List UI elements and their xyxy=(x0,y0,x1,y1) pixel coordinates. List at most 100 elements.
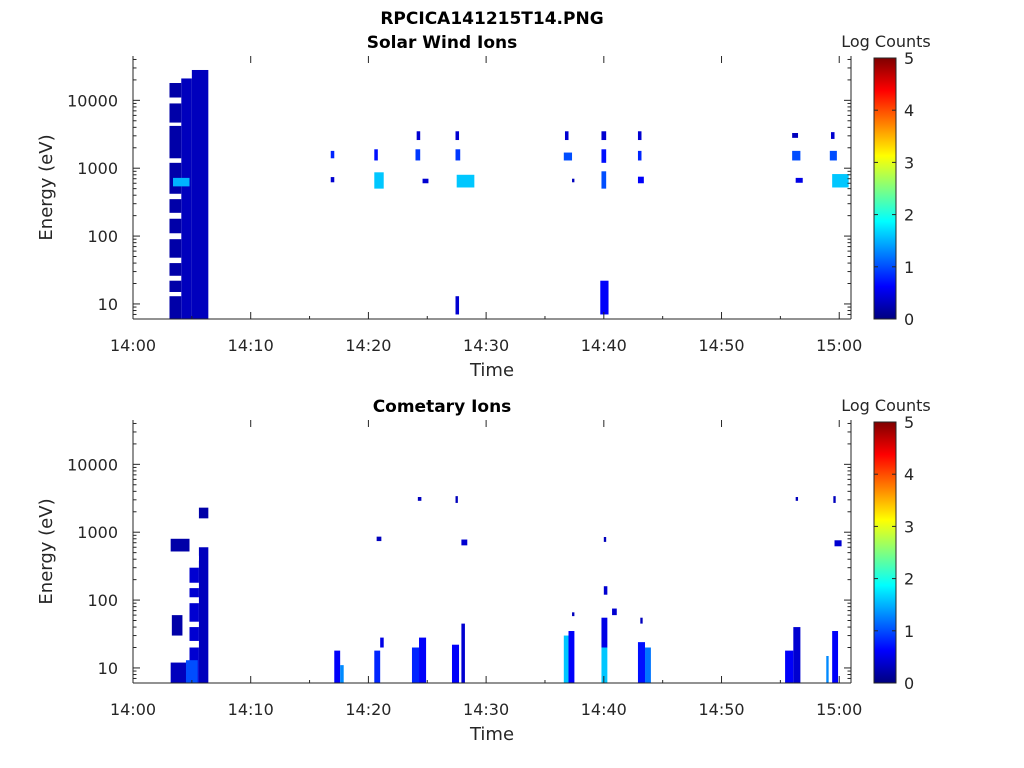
x-tick-label: 15:00 xyxy=(816,336,862,355)
y-tick-label: 100 xyxy=(87,227,118,246)
spectrogram-cell xyxy=(601,149,607,163)
colorbar xyxy=(873,57,897,320)
data-gap xyxy=(169,257,182,264)
spectrogram-cell xyxy=(411,647,420,683)
spectrogram-cell xyxy=(795,177,803,183)
spectrogram-cell xyxy=(563,152,573,161)
spectrogram-cell xyxy=(170,538,190,552)
y-tick-label: 10000 xyxy=(67,91,118,110)
spectrogram-cell xyxy=(832,174,849,188)
spectrogram-cell xyxy=(419,637,427,683)
spectrogram-cell xyxy=(600,280,609,315)
spectrogram-cell xyxy=(191,69,209,319)
spectrogram-cell xyxy=(603,536,607,542)
spectrogram-cell xyxy=(563,635,569,683)
colorbar-label: Log Counts xyxy=(841,396,931,415)
spectrogram-cell xyxy=(637,176,644,184)
spectrogram-cell xyxy=(374,149,378,161)
spectrogram-cell xyxy=(334,650,341,683)
data-gap xyxy=(169,233,182,240)
spectrogram-cell xyxy=(795,497,799,501)
spectrogram-cell xyxy=(601,171,607,189)
spectrogram-cell xyxy=(456,174,475,188)
spectrogram-cell xyxy=(792,133,799,138)
spectrogram-cell xyxy=(834,540,842,547)
colorbar-tick-label: 0 xyxy=(904,674,914,693)
colorbar-tick-label: 5 xyxy=(904,49,914,68)
colorbar-tick-label: 4 xyxy=(904,465,914,484)
spectrogram-cell xyxy=(830,132,835,139)
data-gap xyxy=(189,582,199,589)
spectrogram-cell xyxy=(601,647,608,683)
y-axis-label: Energy (eV) xyxy=(36,134,57,240)
spectrogram-cell xyxy=(568,631,575,683)
y-tick-label: 10 xyxy=(98,295,118,314)
spectrogram-cell xyxy=(455,149,461,161)
spectrogram-cell xyxy=(792,150,801,161)
spectrogram-cell xyxy=(826,655,829,683)
spectrogram-cell xyxy=(455,296,460,315)
data-gap xyxy=(189,597,199,604)
data-gap xyxy=(169,291,182,297)
spectrogram-cell xyxy=(637,131,642,141)
y-tick-label: 1000 xyxy=(77,159,118,178)
data-gap xyxy=(169,122,182,126)
spectrogram-cell xyxy=(833,496,836,503)
spectrogram-cell xyxy=(374,650,381,683)
cometary-ions-panel: 14:00 14:10 14:20 14:30 14:40 14:50 15:0010100… xyxy=(36,396,931,745)
plot-area xyxy=(133,56,851,319)
spectrogram-cell xyxy=(340,665,344,683)
y-tick-label: 10000 xyxy=(67,455,118,474)
data-gap xyxy=(189,555,199,561)
spectrogram-cell xyxy=(829,150,837,161)
spectrogram-cell xyxy=(198,547,209,683)
spectrogram-cell xyxy=(415,149,421,161)
spectrogram-cell xyxy=(380,637,384,648)
data-gap xyxy=(169,97,182,104)
spectrogram-cell xyxy=(564,131,569,141)
panel-title: Solar Wind Ions xyxy=(367,33,518,53)
spectrogram-cell xyxy=(451,644,460,683)
y-tick-label: 1000 xyxy=(77,523,118,542)
spectrogram-cell xyxy=(416,131,421,141)
spectrogram-cell xyxy=(417,497,422,501)
spectrogram-cell xyxy=(603,586,608,595)
spectrogram-cell xyxy=(422,178,429,184)
colorbar-tick-label: 5 xyxy=(904,413,914,432)
y-tick-label: 10 xyxy=(98,659,118,678)
data-gap xyxy=(169,212,182,219)
colorbar-tick-label: 2 xyxy=(904,206,914,225)
panel-title: Cometary Ions xyxy=(373,397,512,417)
colorbar-tick-label: 3 xyxy=(904,517,914,536)
spectrogram-cell xyxy=(170,662,188,683)
data-gap xyxy=(189,621,199,628)
spectrogram-cell xyxy=(171,615,183,636)
spectrogram-cell xyxy=(601,617,608,648)
solar-wind-ions-panel: 14:00 14:10 14:20 14:30 14:40 14:50 15:0010100… xyxy=(36,32,931,381)
y-axis-label: Energy (eV) xyxy=(36,498,57,604)
x-axis-label: Time xyxy=(469,360,514,381)
spectrogram-cell xyxy=(637,642,646,683)
spectrogram-cell xyxy=(640,617,643,624)
y-tick-label: 100 xyxy=(87,591,118,610)
x-tick-label: 14:00 xyxy=(110,700,156,719)
x-tick-label: 14:00 xyxy=(110,336,156,355)
x-tick-label: 14:10 xyxy=(228,700,274,719)
spectrogram-cell xyxy=(330,177,335,183)
colorbar-label: Log Counts xyxy=(841,32,931,51)
data-gap xyxy=(169,193,182,200)
x-tick-label: 14:40 xyxy=(581,336,627,355)
spectrogram-cell xyxy=(374,172,384,189)
spectrogram-cell xyxy=(185,660,198,683)
spectrogram-cell xyxy=(461,539,468,546)
spectrogram-cell xyxy=(572,178,575,183)
spectrogram-cell xyxy=(461,623,465,683)
spectrogram-cell xyxy=(455,496,458,503)
spectrogram-cell xyxy=(376,536,382,542)
spectrogram-cell xyxy=(169,83,182,319)
colorbar-tick-label: 3 xyxy=(904,153,914,172)
spectrogram-cell xyxy=(832,631,839,683)
spectrogram-cell xyxy=(181,78,192,319)
x-tick-label: 14:20 xyxy=(345,336,391,355)
